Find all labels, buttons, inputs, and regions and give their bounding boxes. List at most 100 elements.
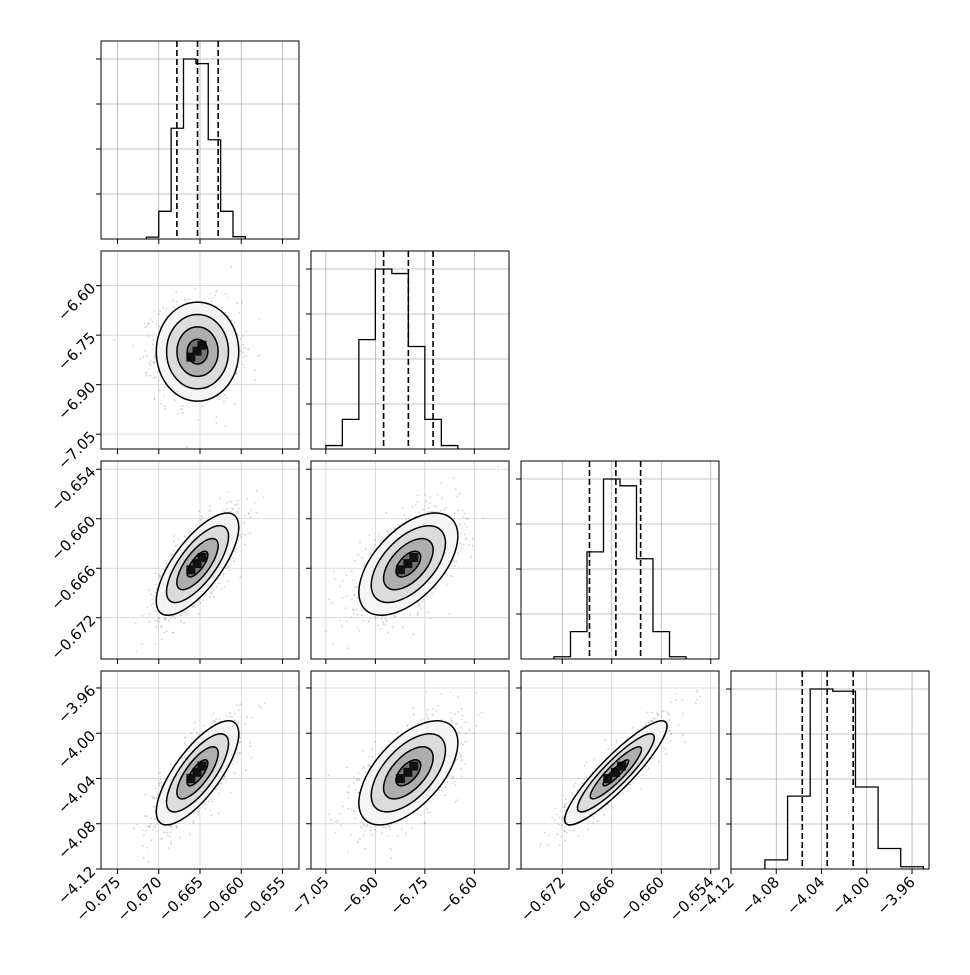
sample-point (359, 838, 361, 840)
sample-point (452, 560, 454, 562)
sample-point (209, 596, 211, 598)
sample-point (164, 632, 166, 634)
sample-point (158, 380, 160, 382)
sample-point (147, 847, 149, 849)
sample-point (236, 548, 238, 550)
sample-point (462, 547, 464, 549)
sample-point (245, 330, 247, 332)
sample-point (159, 772, 161, 774)
sample-point (132, 345, 134, 347)
sample-point (483, 517, 485, 519)
sample-point (374, 544, 376, 546)
sample-point (159, 783, 161, 785)
sample-point (363, 620, 365, 622)
sample-point (225, 425, 227, 427)
sample-point (218, 793, 220, 795)
ytick-label-2-2: −0.660 (47, 512, 99, 564)
sample-point (153, 310, 155, 312)
sample-point (417, 613, 419, 615)
sample-point (211, 799, 213, 801)
sample-point (205, 594, 207, 596)
sample-point (454, 565, 456, 567)
sample-point (172, 632, 174, 634)
sample-point (464, 513, 466, 515)
sample-point (148, 368, 150, 370)
sample-point (174, 400, 176, 402)
sample-point (150, 364, 152, 366)
sample-point (146, 355, 148, 357)
sample-point (420, 608, 422, 610)
sample-point (145, 830, 147, 832)
sample-point (242, 356, 244, 358)
sample-point (369, 826, 371, 828)
sample-point (355, 609, 357, 611)
xtick-label-0-1: −0.670 (114, 873, 166, 925)
sample-point (468, 544, 470, 546)
sample-point (244, 347, 246, 349)
sample-point (455, 784, 457, 786)
sample-point (223, 573, 225, 575)
sample-point (403, 514, 405, 516)
sample-point (413, 714, 415, 716)
sample-point (369, 534, 371, 536)
sample-point (164, 405, 166, 407)
sample-point (422, 601, 424, 603)
sample-point (405, 833, 407, 835)
sample-point (234, 720, 236, 722)
sample-point (219, 396, 221, 398)
sample-point (238, 508, 240, 510)
sample-point (365, 771, 367, 773)
sample-point (154, 357, 156, 359)
sample-point (155, 643, 157, 645)
sample-point (457, 509, 459, 511)
sample-point (148, 861, 150, 863)
sample-point (351, 599, 353, 601)
sample-point (346, 621, 348, 623)
sample-point (216, 586, 218, 588)
sample-point (460, 719, 462, 721)
sample-point (257, 355, 259, 357)
sample-point (167, 835, 169, 837)
sample-point (183, 622, 185, 624)
sample-point (247, 498, 249, 500)
panel-2-0: −0.672−0.666−0.660−0.654 (47, 461, 299, 664)
sample-point (152, 321, 154, 323)
sample-point (387, 835, 389, 837)
sample-point (164, 566, 166, 568)
sample-point (385, 624, 387, 626)
sample-point (211, 593, 213, 595)
sample-point (345, 574, 347, 576)
sample-point (382, 621, 384, 623)
sample-point (146, 815, 148, 817)
sample-point (254, 369, 256, 371)
sample-point (237, 303, 239, 305)
sample-point (361, 610, 363, 612)
ytick-label-3-4: −3.96 (54, 682, 99, 727)
sample-point (175, 545, 177, 547)
ytick-label-1-3: −6.60 (54, 279, 99, 324)
sample-point (462, 510, 464, 512)
sample-point (387, 632, 389, 634)
sample-point (242, 534, 244, 536)
sample-point (457, 799, 459, 801)
sample-point (233, 759, 235, 761)
sample-point (241, 302, 243, 304)
sample-point (450, 717, 452, 719)
sample-point (457, 711, 459, 713)
sample-point (155, 823, 157, 825)
sample-point (142, 829, 144, 831)
sample-point (427, 718, 429, 720)
sample-point (146, 375, 148, 377)
sample-point (213, 713, 215, 715)
sample-point (219, 718, 221, 720)
sample-point (170, 831, 172, 833)
sample-point (151, 594, 153, 596)
sample-point (186, 614, 188, 616)
sample-point (384, 618, 386, 620)
sample-point (356, 597, 358, 599)
sample-point (249, 532, 251, 534)
sample-point (243, 367, 245, 369)
sample-point (325, 630, 327, 632)
sample-point (227, 297, 229, 299)
sample-point (405, 519, 407, 521)
